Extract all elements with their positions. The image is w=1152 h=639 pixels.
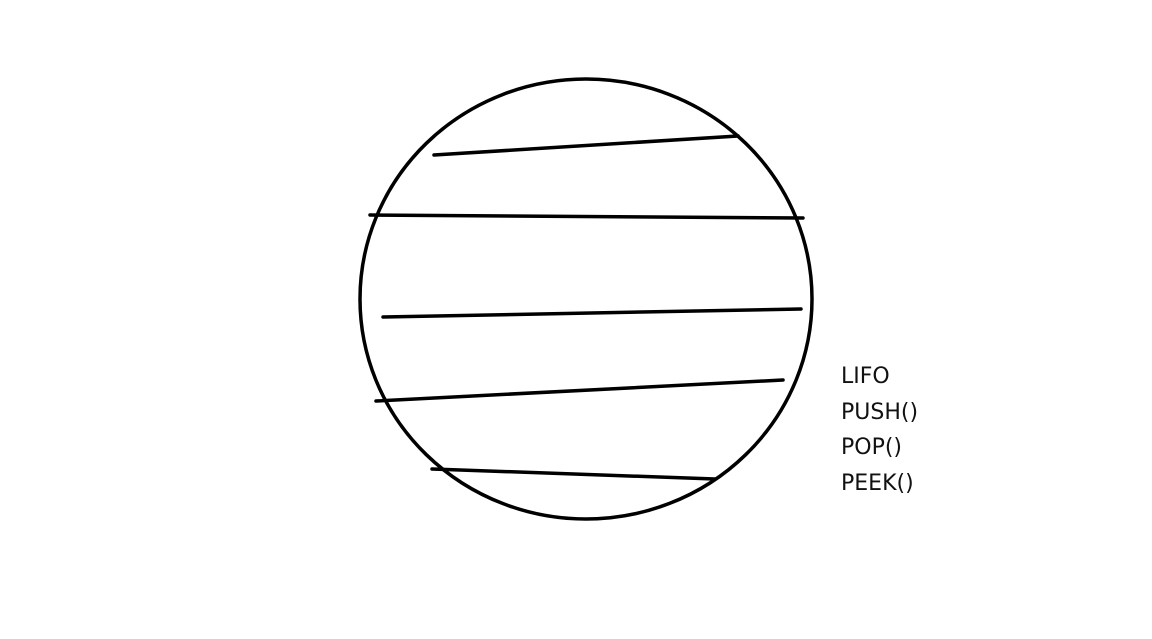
label-lifo: LIFO xyxy=(841,364,890,389)
label-peek: PEEK() xyxy=(841,470,914,496)
stack-line-5 xyxy=(430,467,717,481)
label-push: PUSH() xyxy=(841,399,919,425)
label-pop: POP() xyxy=(841,435,903,460)
stack-line-4 xyxy=(374,378,785,403)
stack-operations-list: LIFO PUSH() POP() PEEK() xyxy=(841,359,918,501)
stack-line-1 xyxy=(432,134,740,157)
stack-line-2 xyxy=(368,213,805,220)
stack-outline-circle xyxy=(358,77,814,521)
stack-line-3 xyxy=(381,307,803,319)
